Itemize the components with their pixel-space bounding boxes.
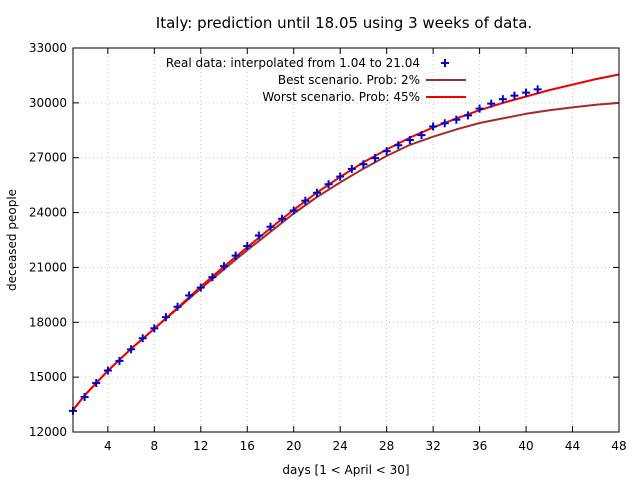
y-tick-label: 18000 (29, 315, 67, 329)
series-line-2 (72, 73, 620, 411)
y-tick-label: 12000 (29, 425, 67, 439)
x-tick-label: 44 (565, 439, 580, 453)
data-point (138, 334, 147, 343)
series-line-1 (72, 101, 620, 411)
x-axis-ticks: 4 8 12 16 20 24 28 32 36 40 44 48 (104, 48, 627, 453)
data-point (92, 378, 101, 387)
y-tick-label: 30000 (29, 96, 67, 110)
plot-frame (72, 47, 620, 433)
data-point (161, 313, 170, 322)
data-point (243, 242, 252, 251)
chart-grid (73, 48, 619, 432)
data-point (417, 131, 426, 140)
data-point (347, 164, 356, 173)
y-tick-label: 21000 (29, 260, 67, 274)
data-point (429, 122, 438, 131)
data-point (382, 147, 391, 156)
data-point (103, 366, 112, 375)
y-axis-ticks: 12000 15000 18000 21000 24000 27000 30000 33000 (29, 41, 619, 439)
y-tick-label: 33000 (29, 41, 67, 55)
data-point (452, 115, 461, 124)
y-tick-label: 24000 (29, 206, 67, 220)
data-point (289, 206, 298, 215)
data-point (150, 324, 159, 333)
data-point (220, 262, 229, 271)
data-point (487, 99, 496, 108)
x-tick-label: 32 (425, 439, 440, 453)
data-point (127, 345, 136, 354)
data-point (173, 302, 182, 311)
data-point (498, 95, 507, 104)
data-point (80, 392, 89, 401)
x-tick-label: 40 (518, 439, 533, 453)
chart-legend: Real data: interpolated from 1.04 to 21.… (166, 56, 466, 104)
x-tick-label: 4 (104, 439, 112, 453)
data-point (231, 251, 240, 260)
y-tick-label: 27000 (29, 151, 67, 165)
data-point (312, 188, 321, 197)
data-point (522, 88, 531, 97)
legend-label-0: Real data: interpolated from 1.04 to 21.… (166, 56, 420, 70)
data-point (533, 85, 542, 94)
x-tick-label: 12 (193, 439, 208, 453)
legend-label-1: Best scenario. Prob: 2% (278, 73, 420, 87)
data-point (463, 111, 472, 120)
data-point (301, 196, 310, 205)
data-point (475, 104, 484, 113)
data-point (405, 136, 414, 145)
x-tick-label: 28 (379, 439, 394, 453)
data-point (336, 172, 345, 181)
y-tick-label: 15000 (29, 370, 67, 384)
data-point (208, 273, 217, 282)
data-point (254, 231, 263, 240)
x-tick-label: 36 (472, 439, 487, 453)
data-point (185, 291, 194, 300)
data-point (196, 283, 205, 292)
x-tick-label: 24 (333, 439, 348, 453)
data-point (440, 119, 449, 128)
data-point (510, 91, 519, 100)
data-point (278, 214, 287, 223)
x-tick-label: 16 (240, 439, 255, 453)
x-axis-label: days [1 < April < 30] (282, 463, 409, 477)
data-point (266, 222, 275, 231)
legend-label-2: Worst scenario. Prob: 45% (262, 90, 420, 104)
data-point (115, 356, 124, 365)
y-axis-label: deceased people (5, 189, 19, 291)
x-tick-label: 20 (286, 439, 301, 453)
chart-series (69, 73, 620, 415)
data-point (359, 160, 368, 169)
x-tick-label: 48 (611, 439, 626, 453)
data-point (394, 141, 403, 150)
x-tick-label: 8 (150, 439, 158, 453)
data-point (371, 154, 380, 163)
data-point (324, 180, 333, 189)
legend-symbol-0 (441, 59, 449, 67)
chart-title: Italy: prediction until 18.05 using 3 we… (156, 14, 532, 32)
